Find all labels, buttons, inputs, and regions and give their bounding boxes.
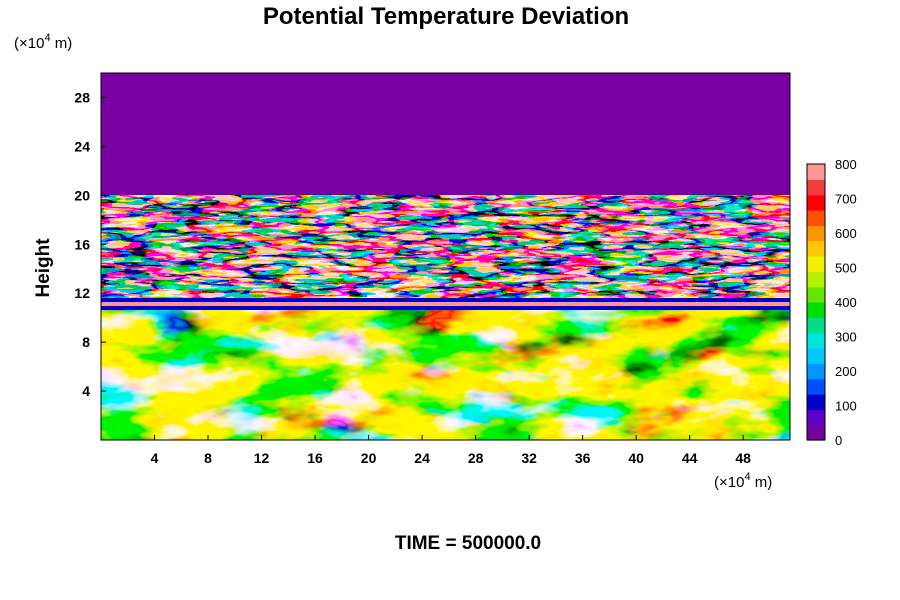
colorbar-tick-label: 800 — [835, 157, 857, 172]
colorbar-swatch — [807, 409, 825, 426]
colorbar-tick-label: 100 — [835, 399, 857, 414]
heatmap-field — [101, 73, 790, 440]
colorbar-swatch — [807, 394, 825, 410]
x-tick-label: 36 — [575, 450, 591, 466]
colorbar — [806, 163, 826, 441]
colorbar-tick-label: 400 — [835, 295, 857, 310]
x-tick-label: 24 — [414, 450, 430, 466]
y-tick-label: 20 — [74, 187, 90, 203]
y-tick-label: 28 — [74, 89, 90, 105]
y-tick-label: 24 — [74, 138, 90, 154]
colorbar-swatch — [807, 256, 825, 272]
region-thin-band-core — [101, 302, 790, 306]
colorbar-swatch — [807, 286, 825, 303]
x-ticks: 4 8 12 16 20 24 28 32 36 40 44 48 — [151, 435, 751, 466]
colorbar-swatch — [807, 225, 825, 242]
x-tick-label: 48 — [735, 450, 751, 466]
x-tick-label: 16 — [307, 450, 323, 466]
colorbar-swatch — [807, 194, 825, 211]
y-tick-label: 8 — [82, 334, 90, 350]
colorbar-swatch — [807, 240, 825, 257]
colorbar-tick-label: 200 — [835, 364, 857, 379]
colorbar-swatch — [807, 332, 825, 349]
chart-title: Potential Temperature Deviation — [263, 3, 629, 30]
colorbar-tick-label: 0 — [835, 433, 842, 448]
y-axis-label: Height — [33, 238, 54, 298]
y-tick-label: 12 — [74, 285, 90, 301]
colorbar-ticks: 0 100 200 300 400 500 600 700 800 — [835, 157, 857, 448]
colorbar-swatch — [807, 348, 825, 364]
x-tick-label: 4 — [151, 450, 159, 466]
colorbar-swatch — [807, 302, 825, 318]
colorbar-tick-label: 700 — [835, 192, 857, 207]
x-tick-label: 20 — [361, 450, 377, 466]
region-stratified — [101, 195, 790, 305]
colorbar-swatch — [807, 378, 825, 395]
x-tick-label: 32 — [521, 450, 537, 466]
colorbar-swatch — [807, 424, 825, 441]
colorbar-swatch — [807, 164, 825, 180]
colorbar-frame — [806, 163, 826, 441]
colorbar-swatch — [807, 179, 825, 196]
colorbar-tick-label: 600 — [835, 226, 857, 241]
colorbar-swatch — [807, 210, 825, 226]
x-tick-label: 8 — [204, 450, 212, 466]
region-turbulent — [101, 310, 790, 440]
x-tick-label: 44 — [682, 450, 698, 466]
colorbar-tick-label: 500 — [835, 261, 857, 276]
x-tick-label: 40 — [628, 450, 644, 466]
y-ticks: 4 8 12 16 20 24 28 — [74, 89, 106, 399]
x-tick-label: 28 — [468, 450, 484, 466]
x-axis-unit: (×104 m) — [714, 471, 772, 491]
colorbar-tick-label: 300 — [835, 330, 857, 345]
y-tick-label: 16 — [74, 236, 90, 252]
colorbar-swatch — [807, 317, 825, 334]
y-tick-label: 4 — [82, 383, 90, 399]
colorbar-swatch — [807, 271, 825, 288]
time-label: TIME = 500000.0 — [395, 533, 541, 554]
plot-frame — [100, 72, 791, 441]
y-axis-unit: (×104 m) — [14, 32, 72, 52]
colorbar-swatch — [807, 363, 825, 380]
x-tick-label: 12 — [254, 450, 270, 466]
